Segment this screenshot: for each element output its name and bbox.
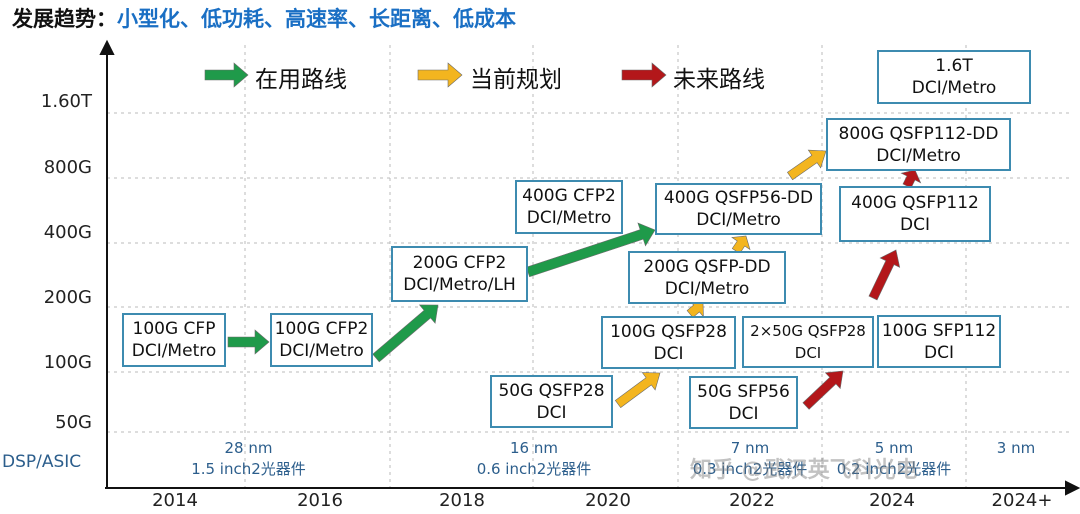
title-trends: 小型化、低功耗、高速率、长距离、低成本 <box>117 7 516 31</box>
y-tick: 100G <box>43 352 92 373</box>
module-box: 50G QSFP28 DCI <box>490 375 613 428</box>
x-axis-arrowhead <box>1065 480 1080 496</box>
node-label: 28 nm <box>224 439 273 457</box>
x-tick: 2024+ <box>991 490 1053 511</box>
arrow-icon <box>227 329 270 355</box>
legend-future: 未来路线 <box>673 67 765 93</box>
node-label: 3 nm <box>996 439 1036 457</box>
arrow-icon <box>204 62 249 88</box>
arrow-icon <box>868 249 901 301</box>
module-box: 400G QSFP112 DCI <box>839 186 991 242</box>
module-box: 200G QSFP-DD DCI/Metro <box>628 251 786 304</box>
process-node-cell: 5 nm 0.2 inch2光器件 <box>822 438 966 488</box>
module-box: 800G QSFP112-DD DCI/Metro <box>826 118 1011 171</box>
node-label: 5 nm <box>874 439 914 457</box>
watermark: 知乎 @武汉英飞科光电 <box>690 458 918 483</box>
module-box: 100G SFP112 DCI <box>877 315 1001 368</box>
process-node-cell: 7 nm 0.3 inch2光器件 <box>678 438 822 488</box>
arrow-icon <box>731 235 751 254</box>
size-label: 1.5 inch2光器件 <box>191 460 306 478</box>
y-axis-arrowhead <box>99 39 115 55</box>
x-tick: 2024 <box>869 490 915 511</box>
node-label: 16 nm <box>510 439 558 457</box>
process-node-cell: 28 nm 1.5 inch2光器件 <box>107 438 390 488</box>
module-box: 100G QSFP28 DCI <box>601 316 736 369</box>
module-box: 200G CFP2 DCI/Metro/LH <box>391 246 528 302</box>
node-label: 7 nm <box>730 439 770 457</box>
y-tick: 50G <box>55 412 92 433</box>
x-tick: 2022 <box>729 490 775 511</box>
x-tick: 2018 <box>439 490 485 511</box>
size-label: 0.3 inch2光器件 <box>692 460 808 478</box>
arrow-icon <box>417 62 463 88</box>
module-box: 50G SFP56 DCI <box>689 376 798 429</box>
page-title: 发展趋势：小型化、低功耗、高速率、长距离、低成本 <box>12 3 516 33</box>
x-tick: 2014 <box>152 490 198 511</box>
size-label: 0.2 inch2光器件 <box>836 460 952 478</box>
arrow-icon <box>614 372 661 409</box>
legend-in-use: 在用路线 <box>255 67 347 93</box>
module-box: 100G CFP2 DCI/Metro <box>270 313 373 367</box>
x-tick: 2016 <box>297 490 343 511</box>
y-tick: 1.60T <box>40 91 92 112</box>
module-box: 100G CFP DCI/Metro <box>122 313 226 367</box>
module-box: 2×50G QSFP28 DCI <box>742 316 874 368</box>
y-tick: 200G <box>43 287 92 308</box>
size-label: 0.6 inch2光器件 <box>476 460 592 478</box>
y-tick: 400G <box>43 222 92 243</box>
process-node-cell: 3 nm <box>966 438 1066 488</box>
dsp-asic-label: DSP/ASIC <box>2 452 82 472</box>
process-node-cell: 16 nm 0.6 inch2光器件 <box>390 438 678 488</box>
module-box: 400G QSFP56-DD DCI/Metro <box>655 183 822 235</box>
module-box: 1.6T DCI/Metro <box>877 50 1031 104</box>
arrow-icon <box>372 304 439 363</box>
arrow-icon <box>802 370 844 410</box>
y-tick: 800G <box>43 157 92 178</box>
arrow-icon <box>526 222 656 278</box>
module-box: 400G CFP2 DCI/Metro <box>515 180 623 234</box>
arrow-icon <box>900 169 922 189</box>
legend-planned: 当前规划 <box>470 67 562 93</box>
arrow-icon <box>621 62 667 88</box>
arrow-icon <box>787 149 827 181</box>
x-tick: 2020 <box>585 490 631 511</box>
title-prefix: 发展趋势： <box>12 7 117 31</box>
